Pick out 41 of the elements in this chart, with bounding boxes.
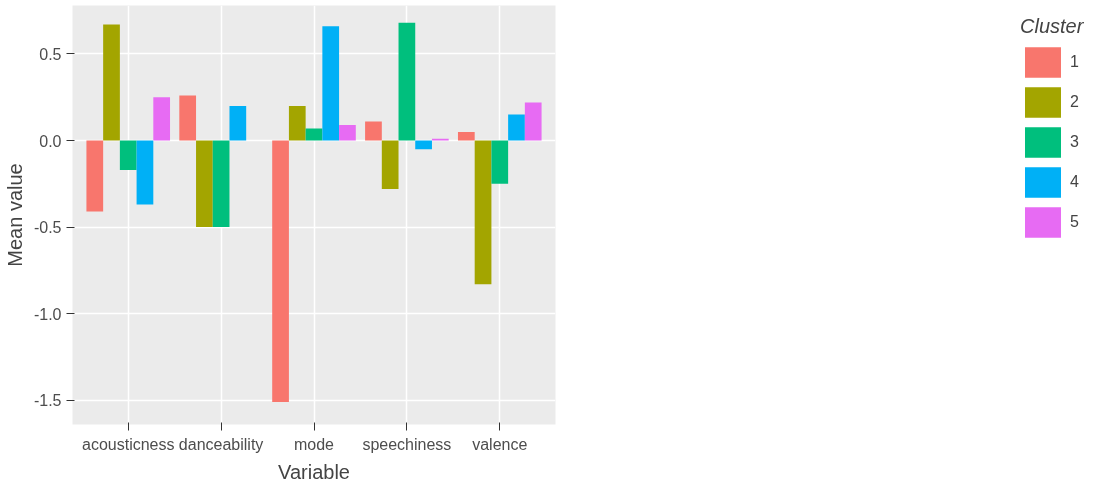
y-axis-title: Mean value: [3, 163, 26, 267]
bar: [365, 121, 382, 141]
bar: [179, 95, 197, 141]
bar: [339, 124, 356, 141]
bar: [474, 140, 492, 285]
bar: [524, 102, 542, 141]
bar: [305, 128, 323, 141]
bar: [153, 97, 171, 141]
y-tick-label: 0.5: [39, 45, 62, 63]
legend-label: 2: [1070, 93, 1080, 111]
bar: [508, 114, 525, 141]
y-tick-label: -1.0: [33, 305, 62, 323]
y-tick-label: 0.0: [39, 132, 62, 150]
legend-label: 3: [1070, 133, 1080, 151]
legend-label: 4: [1070, 173, 1080, 191]
x-tick-label: acousticness: [81, 435, 175, 453]
bar: [212, 140, 230, 228]
bar: [288, 105, 306, 141]
bar: [491, 140, 509, 184]
bar: [415, 140, 432, 150]
x-tick-label: danceability: [178, 435, 264, 453]
bar: [196, 140, 213, 228]
legend-label: 1: [1070, 53, 1080, 71]
legend-title: Cluster: [1020, 15, 1085, 38]
bar: [103, 24, 120, 141]
bar: [119, 140, 137, 170]
bar: [381, 140, 399, 190]
bar: [457, 131, 475, 141]
x-tick-label: mode: [293, 435, 335, 453]
y-tick-label: -0.5: [33, 219, 62, 237]
bar: [86, 140, 104, 212]
bar: [136, 140, 154, 205]
bar: [272, 140, 289, 402]
x-axis-title: Variable: [278, 460, 350, 483]
x-tick-label: speechiness: [362, 435, 452, 453]
legend-label: 5: [1070, 213, 1080, 231]
bar: [322, 26, 340, 141]
bar: [229, 105, 247, 141]
bar: [398, 22, 416, 141]
x-tick-label: valence: [472, 435, 528, 453]
y-tick-label: -1.5: [33, 392, 62, 410]
